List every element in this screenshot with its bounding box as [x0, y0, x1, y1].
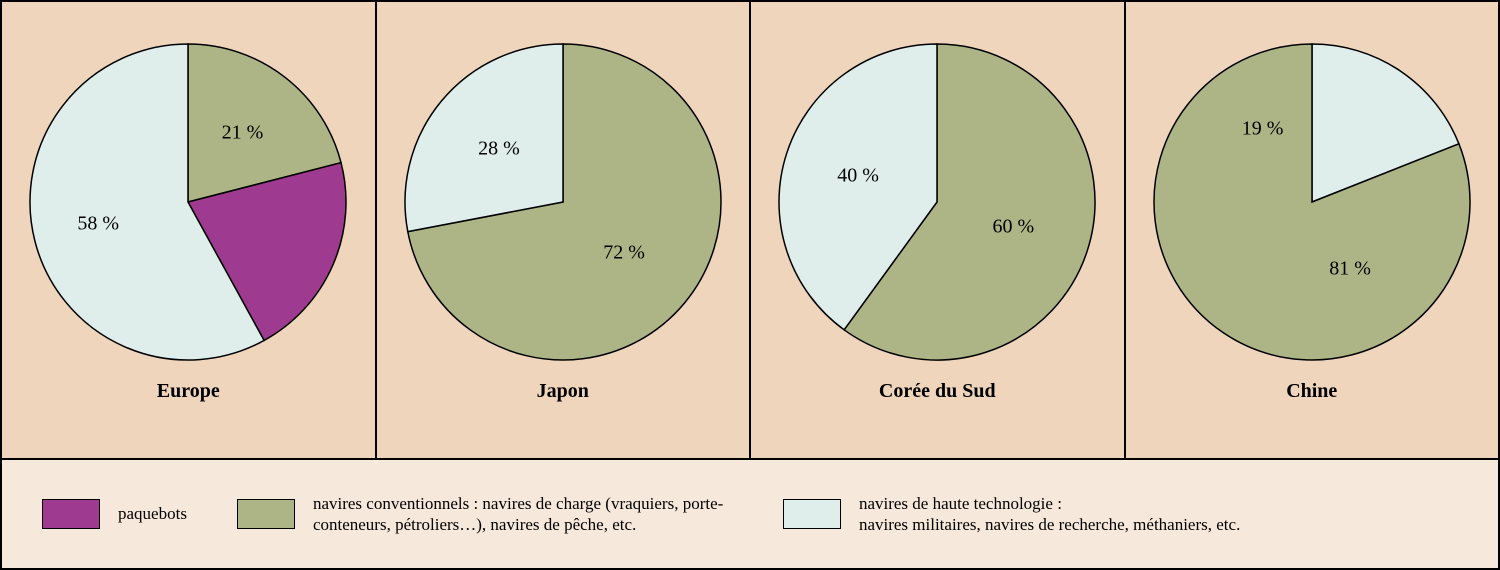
chart-title: Japon: [537, 380, 589, 403]
chart-panel: 21 % 58 % Europe: [2, 2, 377, 458]
legend-swatch: [237, 499, 295, 529]
legend-swatch: [783, 499, 841, 529]
slice-label: 58 %: [77, 213, 119, 236]
legend-label: paquebots: [118, 503, 187, 524]
slice-label: 40 %: [837, 165, 879, 188]
legend-item: navires conventionnels : navires de char…: [237, 493, 733, 536]
chart-title: Corée du Sud: [879, 380, 996, 403]
pie-chart: 72 % 28 %: [403, 42, 723, 362]
chart-panel: 72 % 28 % Japon: [377, 2, 752, 458]
pie-chart: 60 % 40 %: [777, 42, 1097, 362]
figure-container: 21 % 58 % Europe 72 % 28 % Japon 60 % 40 % Corée…: [0, 0, 1500, 570]
slice-label: 60 %: [992, 215, 1034, 238]
chart-title: Chine: [1286, 380, 1337, 403]
legend-item: navires de haute technologie : navires m…: [783, 493, 1240, 536]
chart-panel: 19 % 81 % Chine: [1126, 2, 1499, 458]
slice-label: 81 %: [1329, 257, 1371, 280]
slice-label: 19 %: [1242, 118, 1284, 141]
slice-label: 28 %: [478, 137, 520, 160]
slice-label: 72 %: [603, 242, 645, 265]
slice-label: 21 %: [222, 121, 264, 144]
chart-panel: 60 % 40 % Corée du Sud: [751, 2, 1126, 458]
pie-chart: 21 % 58 %: [28, 42, 348, 362]
legend-swatch: [42, 499, 100, 529]
charts-row: 21 % 58 % Europe 72 % 28 % Japon 60 % 40 % Corée…: [2, 2, 1498, 458]
chart-title: Europe: [157, 380, 220, 403]
legend-label: navires de haute technologie : navires m…: [859, 493, 1240, 536]
legend-label: navires conventionnels : navires de char…: [313, 493, 733, 536]
pie-chart: 19 % 81 %: [1152, 42, 1472, 362]
legend-item: paquebots: [42, 499, 187, 529]
legend-row: paquebots navires conventionnels : navire…: [2, 458, 1498, 568]
